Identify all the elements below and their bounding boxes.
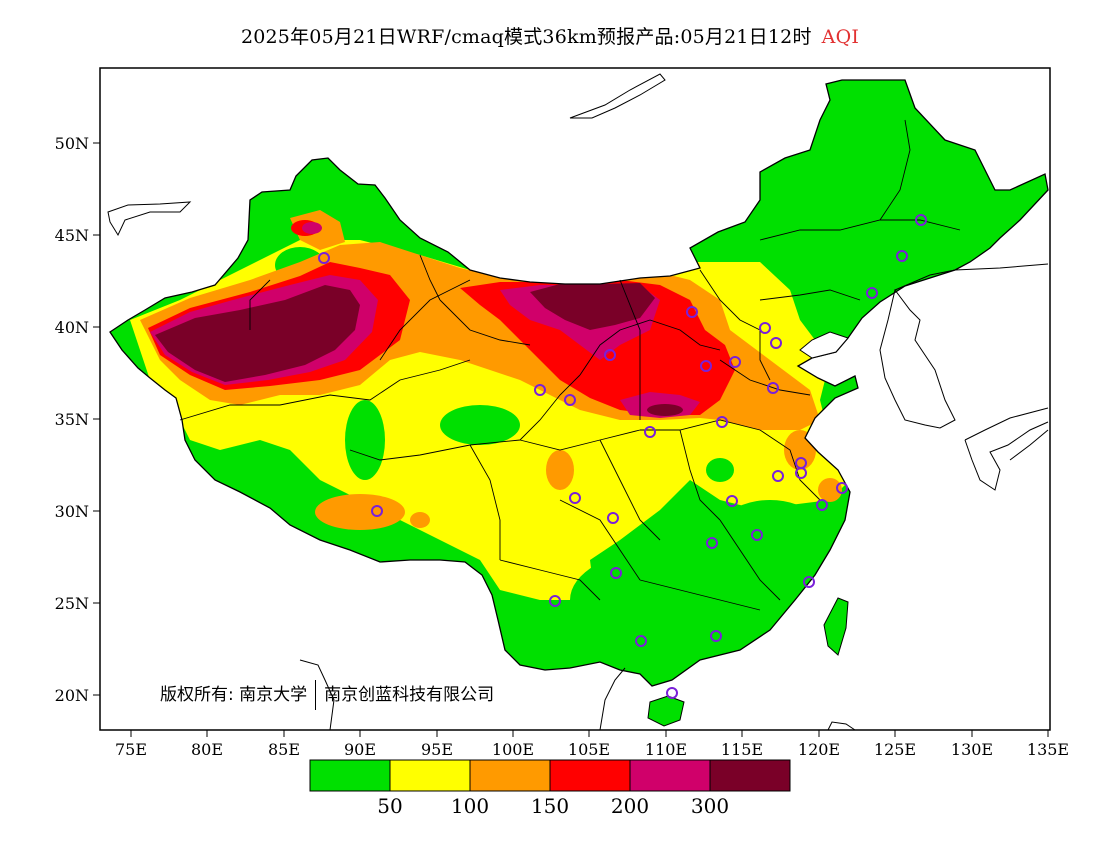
station-marker [706,537,718,549]
station-marker [549,595,561,607]
station-marker [569,492,581,504]
lon-label: 75E [115,740,147,759]
lat-label: 35N [55,410,89,429]
legend-swatch-hazardous [709,759,791,792]
station-marker [915,214,927,226]
legend-swatch-moderate [389,759,471,792]
lon-label: 80E [191,740,223,759]
title-main: 2025年05月21日WRF/cmaq模式36km预报产品:05月21日12时 [240,26,812,48]
lat-labels: 50N 45N 40N 35N 30N 25N 20N [55,134,89,705]
legend-label: 200 [611,794,649,818]
monitoring-stations [318,214,927,699]
lat-label: 30N [55,502,89,521]
station-marker [686,306,698,318]
color-legend: 50 100 150 200 300 [309,759,791,818]
legend-label: 100 [451,794,489,818]
lon-label: 105E [568,740,610,759]
lon-label: 125E [874,740,916,759]
legend-swatch-very-unhealthy [629,759,711,792]
map-frame [99,67,1051,731]
station-marker [710,630,722,642]
lon-labels: 75E 80E 85E 90E 95E 100E 105E 110E 115E … [115,740,1069,759]
neighbor-coastlines [107,73,1049,731]
lat-label: 25N [55,594,89,613]
station-marker [896,250,908,262]
station-marker [803,576,815,588]
title-variable: AQI [821,26,860,48]
copyright-right: 南京创蓝科技有限公司 [324,685,495,705]
legend-swatch-good [309,759,391,792]
legend-label: 50 [377,794,402,818]
copyright-separator [315,680,317,710]
lon-label: 95E [421,740,453,759]
station-marker [371,505,383,517]
station-marker [767,382,779,394]
station-marker [610,567,622,579]
province-borders [179,119,961,611]
lon-label: 120E [798,740,840,759]
station-marker [604,349,616,361]
legend-swatch-usg [469,759,551,792]
station-marker [700,360,712,372]
lon-axis [130,730,1049,737]
lon-label: 90E [344,740,376,759]
lon-label: 100E [492,740,534,759]
station-marker [607,512,619,524]
station-marker [318,252,330,264]
copyright-left: 版权所有: 南京大学 [160,685,308,705]
legend-label: 150 [531,794,569,818]
station-marker [816,499,828,511]
station-marker [716,416,728,428]
lon-label: 130E [951,740,993,759]
copyright-notice: 版权所有: 南京大学 南京创蓝科技有限公司 [160,680,494,710]
station-marker [644,426,656,438]
station-marker [866,287,878,299]
station-marker [666,687,678,699]
lat-label: 50N [55,134,89,153]
lon-label: 110E [645,740,687,759]
legend-label: 300 [691,794,729,818]
lat-label: 20N [55,686,89,705]
lat-label: 40N [55,318,89,337]
lon-label: 85E [268,740,300,759]
lon-label: 135E [1027,740,1069,759]
map-title: 2025年05月21日WRF/cmaq模式36km预报产品:05月21日12时 A… [0,22,1100,49]
station-marker [772,470,784,482]
bohai-sea [799,331,849,359]
legend-swatch-unhealthy [549,759,631,792]
station-marker [729,356,741,368]
lat-label: 45N [55,226,89,245]
station-marker [534,384,546,396]
station-marker [770,337,782,349]
lat-axis [93,142,100,696]
lon-label: 115E [721,740,763,759]
station-marker [564,394,576,406]
station-marker [836,482,848,494]
station-marker [635,635,647,647]
station-marker [795,467,807,479]
station-marker [726,495,738,507]
station-marker [751,529,763,541]
station-marker [759,322,771,334]
taiwan-island [823,597,849,656]
